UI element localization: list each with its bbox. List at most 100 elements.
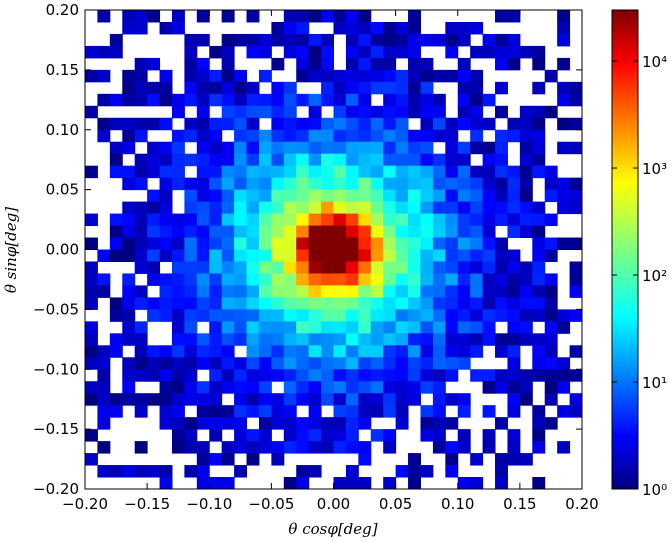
heatmap-cell: [333, 129, 347, 143]
heatmap-cell: [221, 153, 235, 167]
heatmap-cell: [383, 345, 397, 358]
heatmap-cell: [171, 297, 185, 310]
heatmap-cell: [196, 249, 210, 262]
heatmap-cell: [134, 249, 148, 262]
heatmap-cell: [159, 273, 173, 286]
colorbar-ticks: 10⁰ 10¹ 10² 10³ 10⁴: [612, 53, 667, 499]
heatmap-cell: [544, 393, 558, 406]
heatmap-cell: [383, 57, 397, 71]
heatmap-cell: [159, 477, 173, 490]
heatmap-cell: [395, 333, 409, 346]
heatmap-cell: [171, 393, 185, 406]
heatmap-cell: [221, 381, 235, 394]
heatmap-cell: [321, 381, 335, 394]
heatmap-cell: [122, 141, 136, 155]
heatmap-cell: [345, 393, 359, 406]
heatmap-cell: [184, 129, 198, 143]
heatmap-cell: [209, 153, 223, 167]
heatmap-cell: [122, 165, 136, 179]
heatmap-cell: [470, 165, 484, 179]
heatmap-cell: [221, 237, 235, 250]
heatmap-cell: [209, 393, 223, 406]
heatmap-cell: [519, 45, 533, 59]
heatmap-cell: [532, 441, 546, 454]
heatmap-cell: [482, 369, 496, 382]
heatmap-cell: [358, 213, 372, 227]
heatmap-cell: [507, 345, 521, 358]
heatmap-cell: [457, 213, 471, 227]
x-tick-label: 0.05: [379, 495, 412, 513]
heatmap-cell: [408, 297, 421, 310]
heatmap-cell: [308, 405, 322, 418]
heatmap-cell: [221, 297, 235, 310]
heatmap-cell: [532, 261, 546, 274]
heatmap-cell: [457, 249, 471, 262]
heatmap-cell: [246, 453, 260, 466]
heatmap-cell: [147, 10, 161, 23]
heatmap-cell: [482, 201, 496, 215]
heatmap-cell: [445, 153, 459, 167]
heatmap-cell: [445, 129, 459, 143]
heatmap-cell: [370, 333, 384, 346]
colorbar: [611, 9, 639, 490]
heatmap-cell: [221, 417, 235, 430]
heatmap-cell: [184, 117, 198, 131]
heatmap-cell: [296, 441, 310, 454]
heatmap-cell: [321, 441, 335, 454]
heatmap-cell: [184, 369, 198, 382]
heatmap-cell: [370, 273, 384, 286]
x-tick-label: 0.15: [503, 495, 536, 513]
heatmap-cell: [383, 321, 397, 334]
heatmap-cell: [519, 381, 533, 394]
heatmap-cell: [209, 45, 223, 59]
heatmap-cell: [383, 45, 397, 59]
heatmap-cell: [283, 165, 297, 179]
heatmap-cell: [184, 285, 198, 298]
heatmap-cell: [97, 69, 111, 83]
heatmap-cell: [544, 369, 558, 382]
heatmap-cell: [383, 261, 397, 274]
heatmap-cell: [296, 129, 310, 143]
heatmap-cell: [122, 201, 136, 215]
heatmap-cell: [134, 21, 148, 35]
heatmap-cell: [569, 369, 583, 382]
heatmap-cell: [569, 237, 583, 250]
x-axis-ticks: −0.20 −0.15 −0.10 −0.05 0.00 0.05 0.10 0.15 0.20: [62, 10, 599, 513]
heatmap-cell: [97, 249, 111, 262]
heatmap-cell: [445, 393, 459, 406]
heatmap-cell: [209, 177, 223, 191]
heatmap-cell: [171, 441, 185, 454]
heatmap-cell: [544, 297, 558, 310]
heatmap-cell: [308, 237, 322, 250]
heatmap-cell: [470, 201, 484, 215]
heatmap-cell: [345, 465, 359, 478]
heatmap-cell: [370, 177, 384, 191]
heatmap-cell: [196, 333, 210, 346]
heatmap-cell: [234, 357, 248, 370]
heatmap-cell: [159, 177, 173, 191]
heatmap-cell: [271, 249, 285, 262]
heatmap-cell: [196, 93, 210, 107]
heatmap-cell: [221, 165, 235, 179]
heatmap-cell: [85, 381, 98, 394]
heatmap-cell: [159, 141, 173, 155]
heatmap-cell: [283, 237, 297, 250]
heatmap-cell: [532, 153, 546, 167]
heatmap-cell: [569, 201, 583, 215]
heatmap-cell: [321, 417, 335, 430]
heatmap-cell: [85, 453, 98, 466]
heatmap-cell: [345, 333, 359, 346]
heatmap-cell: [532, 237, 546, 250]
heatmap-cell: [296, 33, 310, 47]
heatmap-cell: [283, 117, 297, 131]
heatmap-cell: [532, 477, 546, 490]
heatmap-cell: [85, 273, 98, 286]
heatmap-cell: [196, 441, 210, 454]
heatmap-cell: [296, 189, 310, 203]
heatmap-cell: [196, 69, 210, 83]
heatmap-cell: [383, 69, 397, 83]
heatmap-cell: [457, 21, 471, 35]
heatmap-cell: [184, 69, 198, 83]
heatmap-cell: [159, 93, 173, 107]
heatmap-cell: [308, 153, 322, 167]
